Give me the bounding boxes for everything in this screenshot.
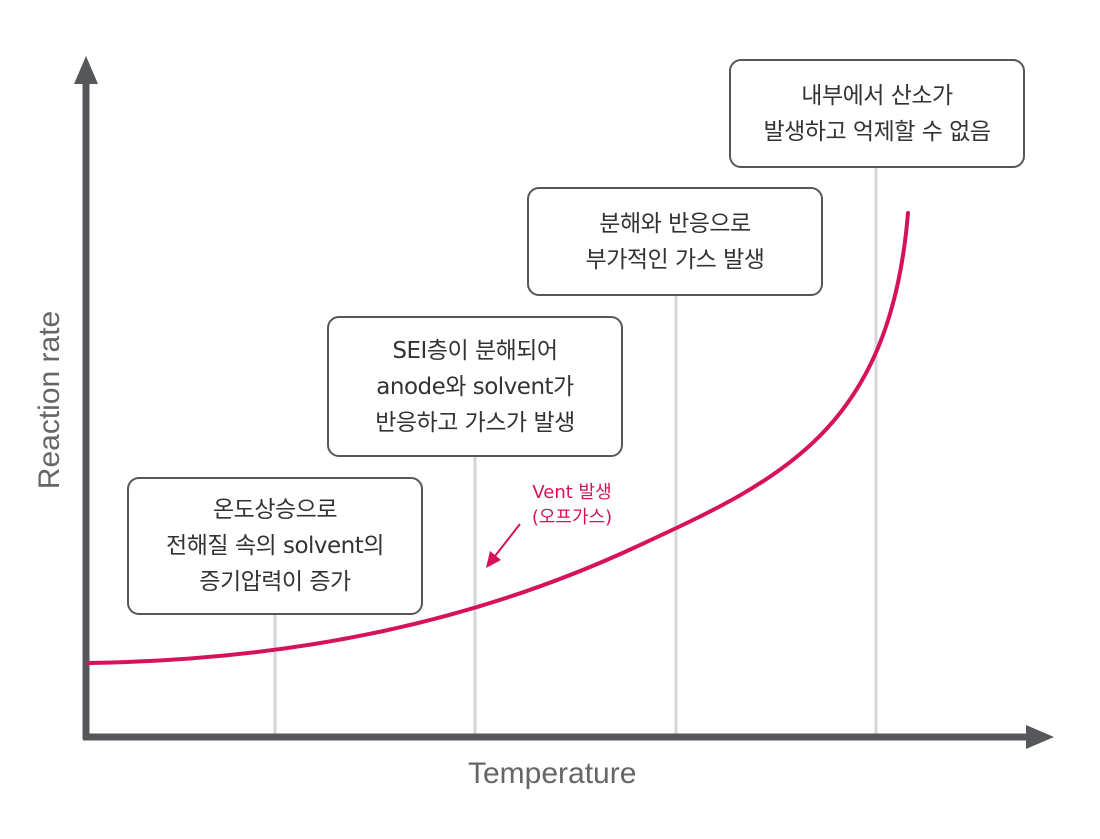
stage-2-line-2: anode와 solvent가 (376, 373, 574, 400)
y-axis-arrowhead (74, 56, 98, 84)
stage-3-line-2: 부가적인 가스 발생 (585, 246, 765, 273)
x-axis-arrowhead (1026, 725, 1054, 749)
stage-box-2: SEI층이 분해되어 anode와 solvent가 반응하고 가스가 발생 (327, 316, 623, 457)
reaction-rate-curve (86, 211, 910, 665)
stage-1-line-2: 전해질 속의 solvent의 (166, 533, 384, 559)
stage-box-1: 온도상승으로 전해질 속의 solvent의 증기압력이 증가 (127, 477, 423, 615)
stage-2-line-1: SEI층이 분해되어 (392, 337, 558, 364)
y-axis-label: Reaction rate (33, 310, 66, 490)
stage-1-line-3: 증기압력이 증가 (199, 569, 351, 595)
stage-1-line-1: 온도상승으로 (213, 497, 337, 523)
stage-3-line-1: 분해와 반응으로 (599, 210, 751, 237)
vent-pointer-arrowhead (486, 551, 501, 568)
stage-2-line-3: 반응하고 가스가 발생 (375, 409, 575, 436)
vent-pointer-arrow (494, 523, 521, 557)
vent-annotation-line-2: (오프가스) (531, 507, 613, 528)
stage-box-3: 분해와 반응으로 부가적인 가스 발생 (527, 187, 823, 296)
stage-4-line-2: 발생하고 억제할 수 없음 (763, 118, 991, 145)
vent-annotation-line-1: Vent 발생 (532, 482, 612, 503)
stage-4-line-1: 내부에서 산소가 (801, 82, 953, 109)
x-axis-label: Temperature (468, 757, 637, 790)
stage-box-4: 내부에서 산소가 발생하고 억제할 수 없음 (729, 59, 1025, 168)
vent-annotation: Vent 발생 (오프가스) (510, 480, 634, 530)
